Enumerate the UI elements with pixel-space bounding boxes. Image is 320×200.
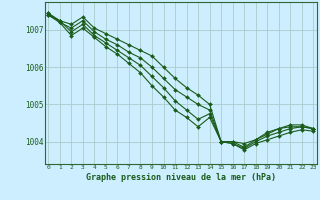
X-axis label: Graphe pression niveau de la mer (hPa): Graphe pression niveau de la mer (hPa): [86, 173, 276, 182]
